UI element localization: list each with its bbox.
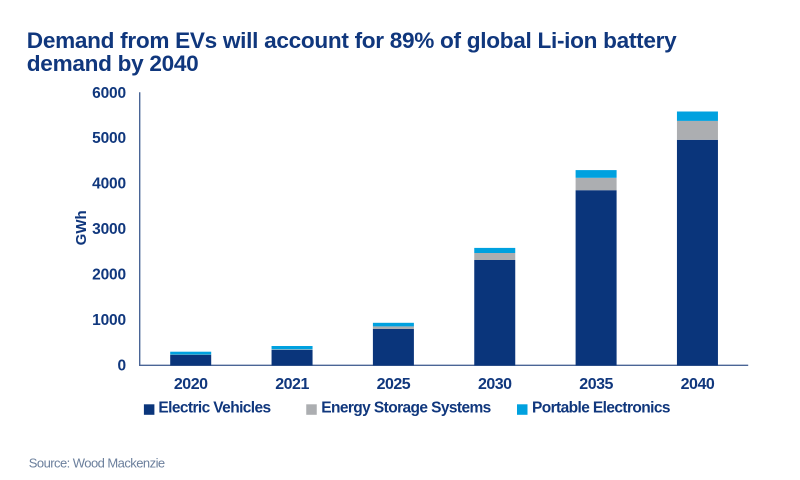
svg-text:2040: 2040 (681, 376, 715, 393)
svg-text:GWh: GWh (73, 210, 90, 245)
svg-text:1000: 1000 (92, 312, 126, 329)
svg-text:Electric Vehicles: Electric Vehicles (158, 400, 270, 417)
svg-text:0: 0 (118, 357, 126, 374)
svg-text:2035: 2035 (579, 376, 613, 393)
svg-text:2020: 2020 (174, 376, 208, 393)
svg-text:3000: 3000 (92, 221, 126, 238)
svg-text:demand by 2040: demand by 2040 (27, 51, 199, 76)
svg-text:4000: 4000 (92, 176, 126, 193)
svg-text:2021: 2021 (275, 376, 309, 393)
svg-text:Demand from EVs will account f: Demand from EVs will account for 89% of … (27, 28, 677, 53)
svg-text:Portable Electronics: Portable Electronics (532, 400, 670, 417)
svg-text:Source: Wood Mackenzie: Source: Wood Mackenzie (29, 455, 165, 470)
svg-text:Energy Storage Systems: Energy Storage Systems (321, 400, 490, 417)
svg-text:2025: 2025 (377, 376, 411, 393)
svg-text:2030: 2030 (478, 376, 512, 393)
svg-text:5000: 5000 (92, 130, 126, 147)
svg-text:2000: 2000 (92, 267, 126, 284)
svg-text:6000: 6000 (92, 85, 126, 102)
